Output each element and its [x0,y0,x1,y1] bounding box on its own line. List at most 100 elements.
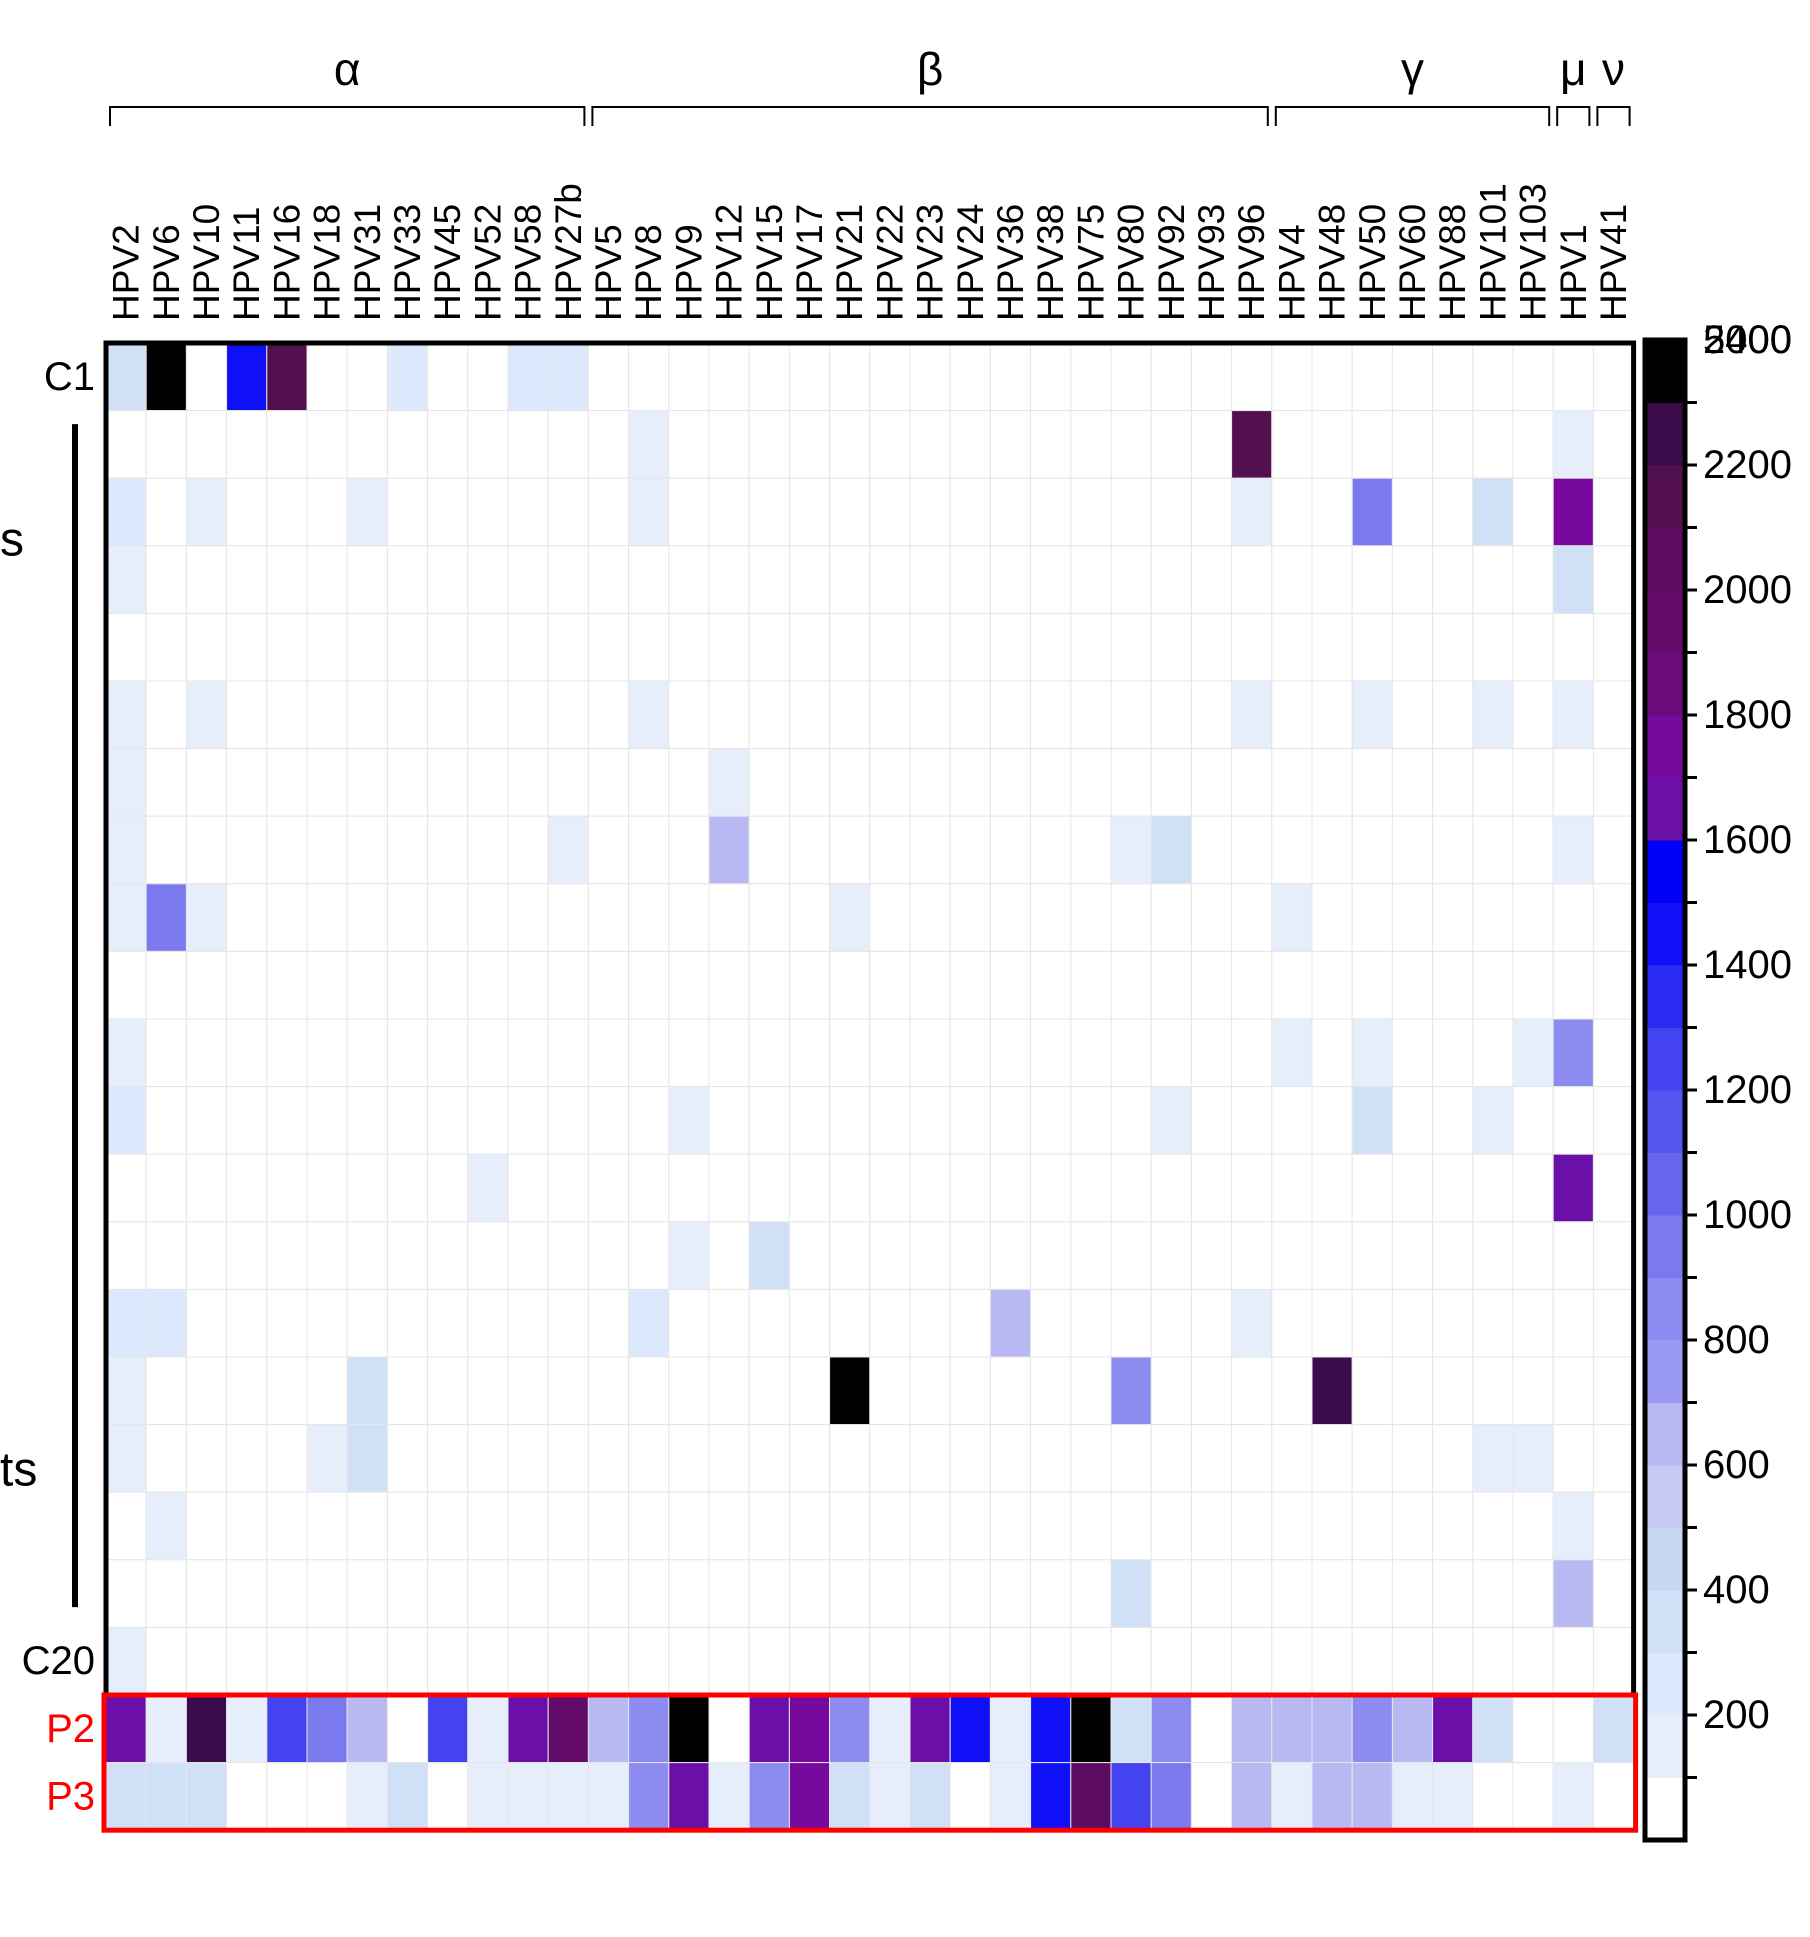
heatmap-cell [306,477,348,547]
heatmap-cell [1030,342,1072,412]
heatmap-cell [1231,545,1273,614]
heatmap-cell [1150,1086,1192,1155]
heatmap-cell [266,1221,308,1290]
heatmap-cell [346,410,388,479]
heatmap-cell [145,748,187,817]
heatmap-frames [101,340,1639,1833]
colorbar-band [1645,590,1685,653]
heatmap-cell [467,883,509,952]
heatmap-cell [949,680,991,750]
heatmap-cell [788,1626,831,1696]
heatmap-cell [1110,1086,1152,1155]
row-labels: C1 C20 P2 P3 s ts [0,355,95,1819]
column-label-hpv93: HPV93 [1191,204,1232,321]
heatmap-cell [467,1424,509,1493]
heatmap-cell [1231,342,1273,412]
heatmap-cell [1472,1491,1514,1561]
column-label-hpv23: HPV23 [910,204,951,321]
heatmap-cell [346,1491,388,1561]
heatmap-cell [145,950,187,1020]
heatmap-cell [1150,950,1192,1020]
heatmap-cell [105,1153,147,1223]
heatmap-cell [145,1086,187,1155]
heatmap-cell [869,748,911,817]
heatmap-cell [266,1491,308,1561]
heatmap-cell [507,1559,549,1628]
heatmap-cell [829,410,871,479]
heatmap-cell [386,1221,429,1290]
heatmap-cell [708,1626,750,1696]
heatmap-cell [587,1694,630,1764]
heatmap-cell [1592,1762,1635,1831]
heatmap-cell [587,1626,630,1696]
heatmap-cell [507,1762,549,1831]
heatmap-cell [145,1762,187,1831]
colorbar-band [1645,652,1685,716]
heatmap-cell [748,612,790,682]
heatmap-cell [829,477,871,547]
heatmap-cell [1432,1626,1474,1696]
heatmap-cell [708,748,750,817]
column-label-hpv1: HPV1 [1553,224,1594,321]
heatmap-cell [1150,477,1192,547]
heatmap-cell [748,477,790,547]
heatmap-cell [386,680,429,750]
heatmap-cell [1030,1762,1072,1831]
colorbar-label: 600 [1703,1443,1770,1487]
heatmap-cell [587,410,630,479]
heatmap-cell [1552,1356,1594,1426]
heatmap-cell [788,410,831,479]
heatmap-cell [1432,680,1474,750]
heatmap-cell [949,1356,991,1426]
heatmap-cell [1231,410,1273,479]
heatmap-cell [507,1626,549,1696]
heatmap-cell [748,545,790,614]
heatmap-cell [788,477,831,547]
heatmap-cell [628,748,670,817]
heatmap-cell [1231,1424,1273,1493]
heatmap-cell [1592,680,1635,750]
column-label-hpv52: HPV52 [467,204,508,321]
heatmap-cell [1110,342,1152,412]
heatmap-cell [1472,680,1514,750]
heatmap-cell [226,950,268,1020]
heatmap-cell [1552,1424,1594,1493]
heatmap-cell [1030,545,1072,614]
colorbar-band [1645,902,1685,966]
heatmap-cell [226,1153,268,1223]
heatmap-cell [507,1694,549,1764]
heatmap-cell [266,748,308,817]
heatmap-cell [427,748,469,817]
heatmap-cell [1512,1221,1554,1290]
heatmap-cell [547,1288,589,1358]
heatmap-cell [869,1762,911,1831]
heatmap-cell [628,1626,670,1696]
column-label-hpv101: HPV101 [1472,183,1513,321]
heatmap-cell [829,545,871,614]
heatmap-cell [1432,342,1474,412]
heatmap-cell [668,1491,710,1561]
heatmap-cell [829,1356,871,1426]
heatmap-cell [1592,545,1635,614]
heatmap-cell [1351,950,1393,1020]
heatmap-cell [1231,680,1273,750]
heatmap-cell [1351,545,1393,614]
heatmap-cell [1231,1626,1273,1696]
heatmap-cell [829,342,871,412]
heatmap-cell [185,612,228,682]
heatmap-cell [467,1491,509,1561]
heatmap-cell [1512,1153,1554,1223]
heatmap-cell [1592,1491,1635,1561]
colorbar-band [1645,1465,1685,1528]
heatmap-cell [1070,342,1112,412]
heatmap-cell [909,815,951,885]
column-label-hpv96: HPV96 [1231,204,1272,321]
heatmap-cell [788,545,831,614]
heatmap-cell [788,1018,831,1088]
heatmap-cell [1432,1288,1474,1358]
heatmap-cell [547,410,589,479]
heatmap-cell [1391,410,1434,479]
heatmap-cell [1190,1018,1233,1088]
column-label-hpv103: HPV103 [1513,183,1554,321]
